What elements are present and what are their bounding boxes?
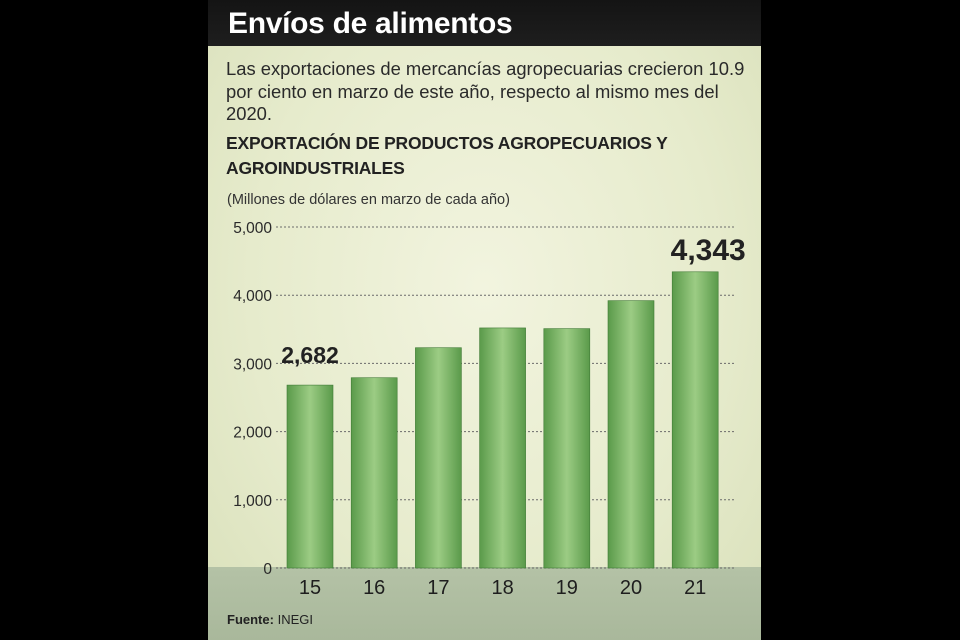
x-tick-label: 16 [363, 577, 385, 599]
data-label: 4,343 [671, 234, 746, 267]
bar [671, 271, 719, 569]
axis-band [208, 567, 761, 640]
x-tick-label: 18 [491, 577, 513, 599]
bar [415, 347, 462, 569]
y-tick-label: 1,000 [233, 493, 272, 510]
x-tick-label: 21 [684, 577, 706, 599]
data-label: 2,682 [281, 342, 339, 368]
x-tick-label: 17 [427, 577, 449, 599]
bars [286, 271, 719, 569]
y-axis-ticks: 0 1,000 2,000 3,000 4,000 5,000 [233, 220, 272, 578]
page-title: Envíos de alimentos [228, 7, 513, 40]
bar [607, 300, 655, 569]
source-value: INEGI [277, 612, 313, 627]
y-tick-label: 0 [263, 561, 272, 578]
bar [350, 377, 398, 569]
x-axis-ticks: 15 16 17 18 19 20 21 [299, 577, 706, 599]
source-label: Fuente: [227, 612, 274, 627]
chart-units-label: (Millones de dólares en marzo de cada añ… [227, 192, 510, 208]
y-tick-label: 4,000 [233, 288, 272, 305]
bar [543, 328, 591, 569]
infographic-panel: Envíos de alimentos Las exportaciones de… [208, 0, 761, 640]
subtitle-text: Las exportaciones de mercancías agropecu… [226, 58, 745, 124]
x-tick-label: 15 [299, 577, 321, 599]
x-tick-label: 19 [556, 577, 578, 599]
bar-chart: 0 1,000 2,000 3,000 4,000 5,000 15 16 17 18 19 20 2… [233, 220, 746, 599]
y-tick-label: 5,000 [233, 220, 272, 237]
chart-title: EXPORTACIÓN DE PRODUCTOS AGROPECUARIOS Y… [226, 133, 668, 178]
data-labels: 2,682 4,343 [281, 234, 746, 368]
y-tick-label: 3,000 [233, 356, 272, 373]
y-tick-label: 2,000 [233, 425, 272, 442]
source-note: Fuente: INEGI [227, 611, 313, 629]
bar [286, 384, 334, 569]
header-bar: Envíos de alimentos [208, 0, 761, 46]
bar [479, 327, 526, 569]
x-tick-label: 20 [620, 577, 642, 599]
